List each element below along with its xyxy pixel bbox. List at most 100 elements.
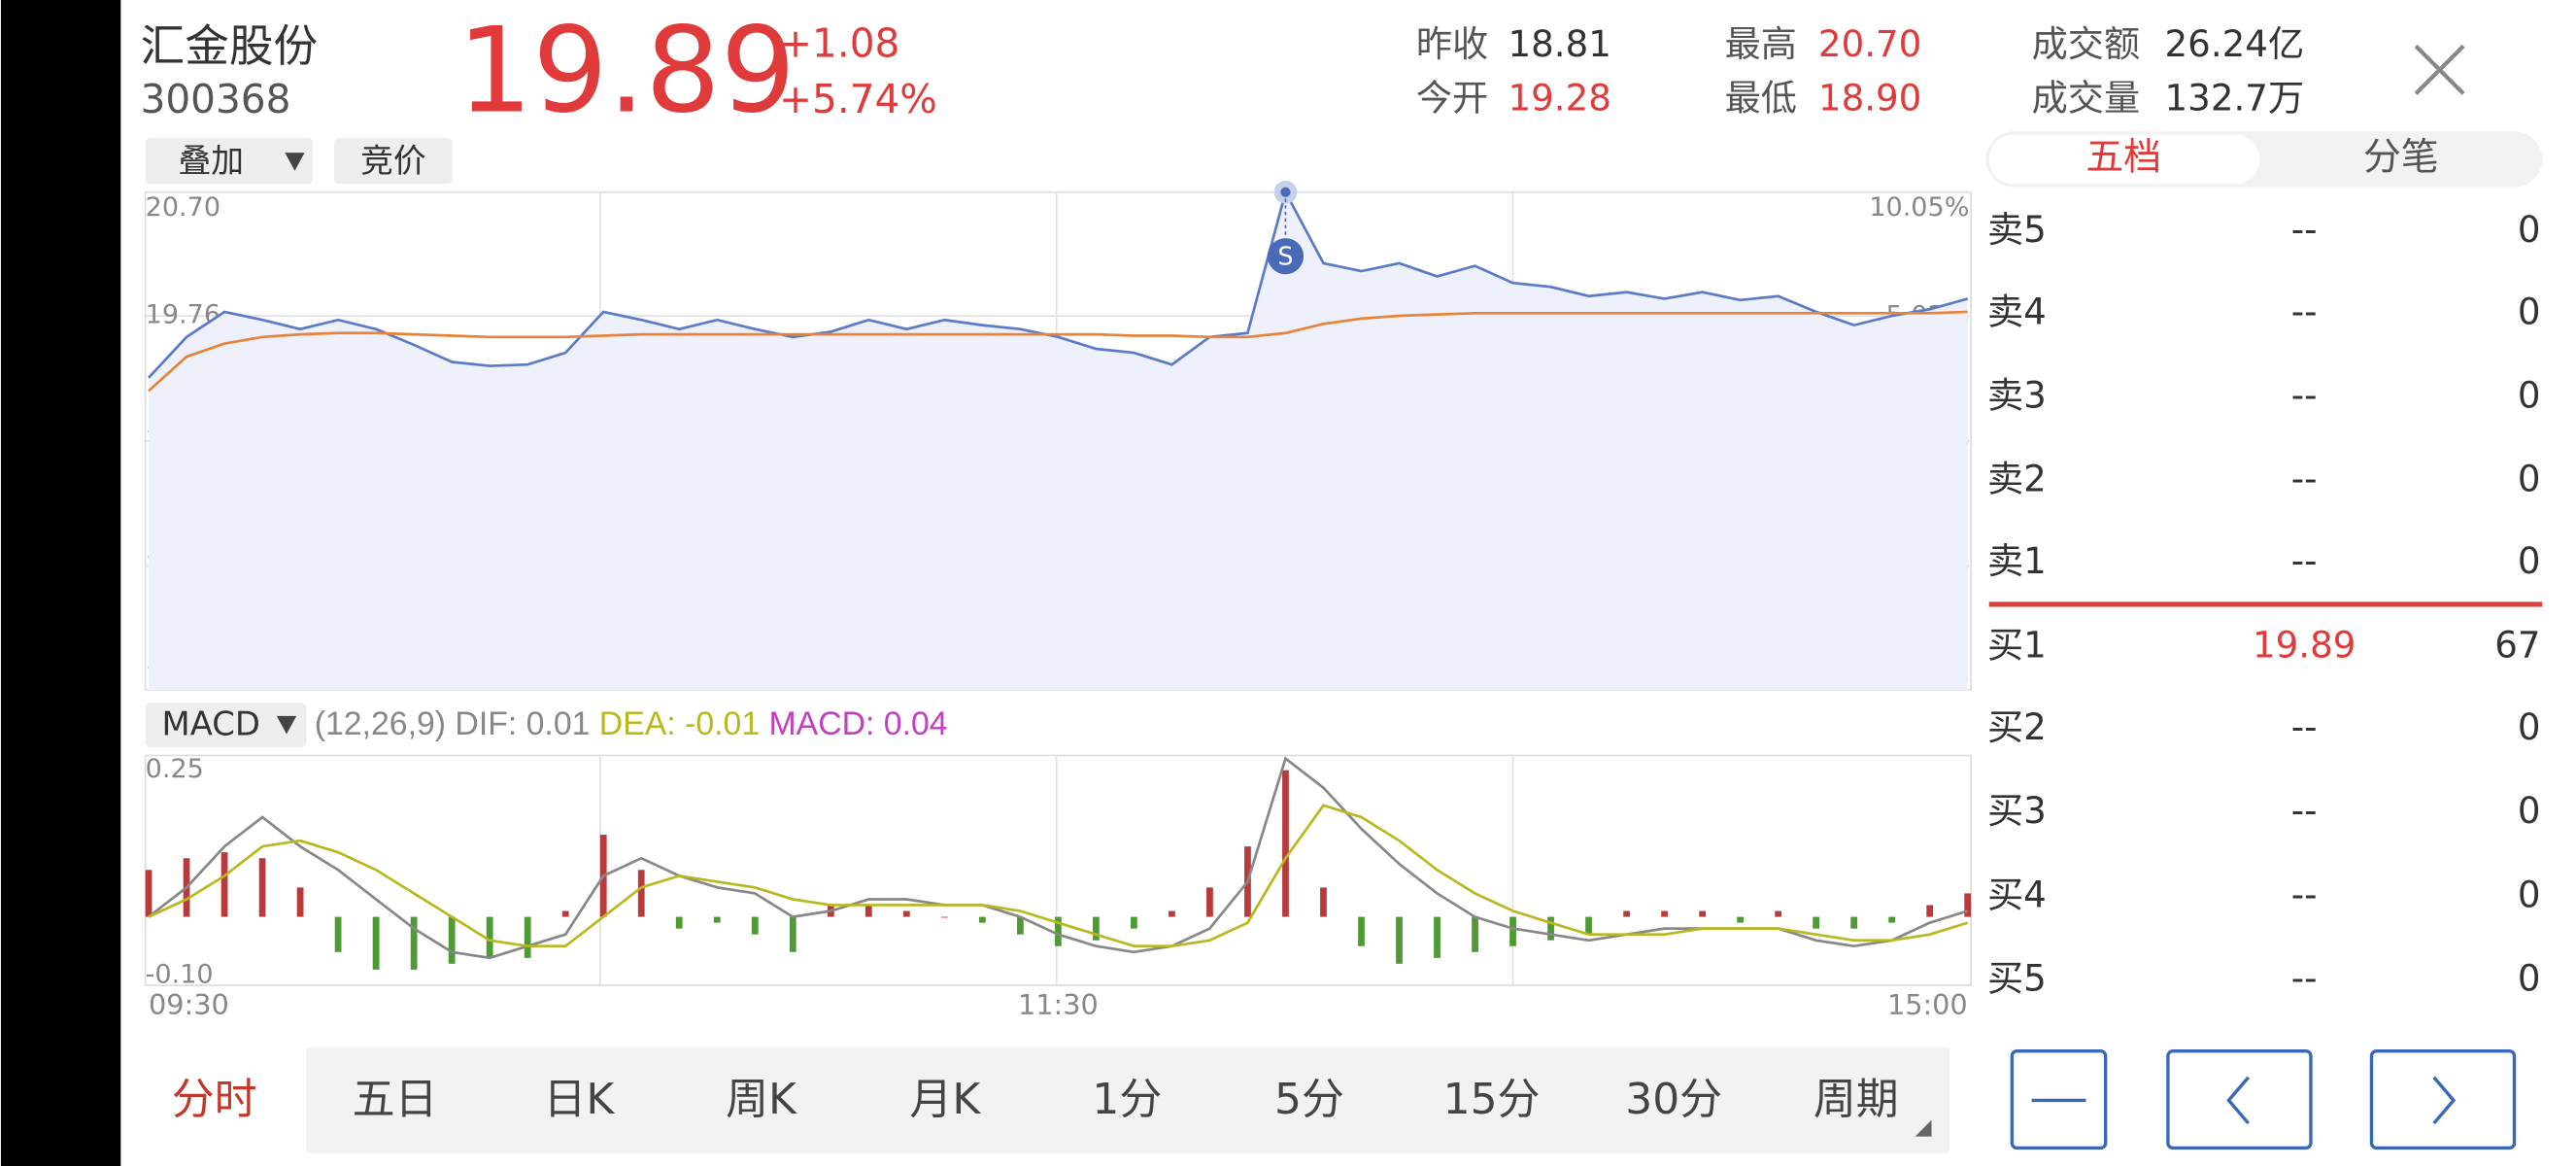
stat-value: 20.70 xyxy=(1818,22,1921,65)
book-volume: 0 xyxy=(2518,539,2541,582)
book-label: 买1 xyxy=(1987,623,2047,666)
book-volume: 67 xyxy=(2494,623,2540,666)
book-label: 卖2 xyxy=(1987,458,2047,500)
macd-bar xyxy=(1320,887,1327,917)
macd-bar xyxy=(1813,916,1820,929)
stat-label: 成交量 xyxy=(2032,77,2141,120)
series-line xyxy=(148,189,1969,379)
macd-bar xyxy=(637,870,645,917)
macd-bar xyxy=(713,916,721,923)
macd-bar xyxy=(372,916,380,970)
minus-button[interactable] xyxy=(2010,1049,2108,1150)
dea-text: DEA: -0.01 xyxy=(599,705,760,742)
macd-bar xyxy=(1547,916,1554,941)
y-tick-label: 20.70 xyxy=(146,192,220,223)
macd-bar xyxy=(258,858,266,917)
macd-bar xyxy=(410,916,418,970)
dif-text: DIF: 0.01 xyxy=(455,705,590,742)
period-tab[interactable]: 30分 xyxy=(1625,1075,1722,1124)
macd-selector[interactable] xyxy=(145,703,307,748)
close-button[interactable] xyxy=(2414,44,2465,95)
auction-button[interactable] xyxy=(334,137,453,185)
macd-selector-label: MACD xyxy=(162,705,260,743)
book-label: 卖5 xyxy=(1987,208,2047,251)
y-tick-label: -0.10 xyxy=(146,959,214,989)
period-bar xyxy=(306,1047,1950,1153)
macd-bar xyxy=(524,916,531,958)
macd-bar xyxy=(1093,916,1100,941)
book-label: 卖1 xyxy=(1987,539,2047,582)
macd-bar xyxy=(1472,916,1478,952)
period-tab[interactable]: 15分 xyxy=(1443,1075,1541,1124)
book-label: 卖3 xyxy=(1987,374,2047,417)
x-tick-label: 11:30 xyxy=(1018,988,1099,1021)
x-tick-label: 09:30 xyxy=(149,988,229,1021)
macd-bar xyxy=(1661,910,1668,917)
macd-bar xyxy=(1434,916,1441,958)
period-tab[interactable]: 5分 xyxy=(1274,1075,1344,1124)
price-area xyxy=(149,191,1968,690)
x-tick-label: 15:00 xyxy=(1887,988,1968,1021)
period-tab[interactable]: 周期 xyxy=(1813,1075,1899,1124)
macd-bar xyxy=(1016,916,1024,935)
period-tab[interactable]: 月K xyxy=(909,1075,981,1124)
period-tab[interactable]: 周K xyxy=(726,1075,797,1124)
macd-bar xyxy=(220,852,228,917)
next-button[interactable] xyxy=(2369,1049,2517,1150)
macd-bar xyxy=(1926,905,1934,917)
book-tab[interactable]: 分笔 xyxy=(2363,135,2439,179)
period-tab[interactable]: 日K xyxy=(543,1075,615,1124)
book-volume: 0 xyxy=(2518,208,2541,251)
macd-bar xyxy=(448,916,456,964)
book-label: 买5 xyxy=(1987,957,2047,1000)
macd-bar xyxy=(940,916,948,918)
stat-label: 最低 xyxy=(1725,77,1797,120)
overlay-button[interactable] xyxy=(145,137,314,185)
stat-label: 最高 xyxy=(1725,22,1797,65)
macd-bar xyxy=(1850,916,1858,929)
macd-bar xyxy=(1888,916,1896,923)
macd-bar xyxy=(1131,916,1137,929)
auction-label: 竞价 xyxy=(360,142,426,180)
macd-bar xyxy=(145,870,153,917)
book-volume: 0 xyxy=(2518,705,2541,748)
book-tab: 五档 xyxy=(2085,135,2161,179)
book-volume: 0 xyxy=(2518,873,2541,915)
book-label: 买2 xyxy=(1987,705,2047,748)
book-price: -- xyxy=(2291,957,2318,1000)
macd-text: MACD: 0.04 xyxy=(769,705,948,742)
macd-bar xyxy=(486,916,493,958)
period-tab[interactable]: 1分 xyxy=(1092,1075,1162,1124)
book-price: -- xyxy=(2291,789,2318,832)
stock-name: 汇金股份 xyxy=(141,20,318,72)
macd-bar xyxy=(1623,910,1630,917)
macd-bar xyxy=(1964,893,1972,917)
prev-button[interactable] xyxy=(2166,1049,2313,1150)
macd-bar xyxy=(1585,916,1592,935)
left-bar xyxy=(0,0,121,1166)
stat-label: 昨收 xyxy=(1416,22,1488,65)
macd-bar xyxy=(561,910,569,917)
macd-bar xyxy=(902,910,910,917)
book-price: -- xyxy=(2291,290,2318,332)
book-price: -- xyxy=(2291,873,2318,915)
stat-label: 今开 xyxy=(1416,77,1488,120)
series-line xyxy=(148,804,1969,948)
tab-selected[interactable] xyxy=(1988,134,2260,185)
book-price: -- xyxy=(2291,208,2318,251)
book-volume: 0 xyxy=(2518,789,2541,832)
stat-value: 19.28 xyxy=(1508,77,1610,120)
period-tab[interactable]: 分时 xyxy=(172,1075,257,1124)
change: +1.08 xyxy=(779,19,899,66)
book-price: -- xyxy=(2291,539,2318,582)
overlay-label: 叠加 xyxy=(178,142,244,180)
macd-bar xyxy=(1282,770,1289,917)
book-price: -- xyxy=(2291,705,2318,748)
period-tab[interactable]: 五日 xyxy=(353,1075,438,1124)
macd-bar xyxy=(1055,916,1062,946)
stat-label: 成交额 xyxy=(2032,22,2141,65)
series-line xyxy=(148,756,1969,960)
macd-bar xyxy=(789,916,797,952)
